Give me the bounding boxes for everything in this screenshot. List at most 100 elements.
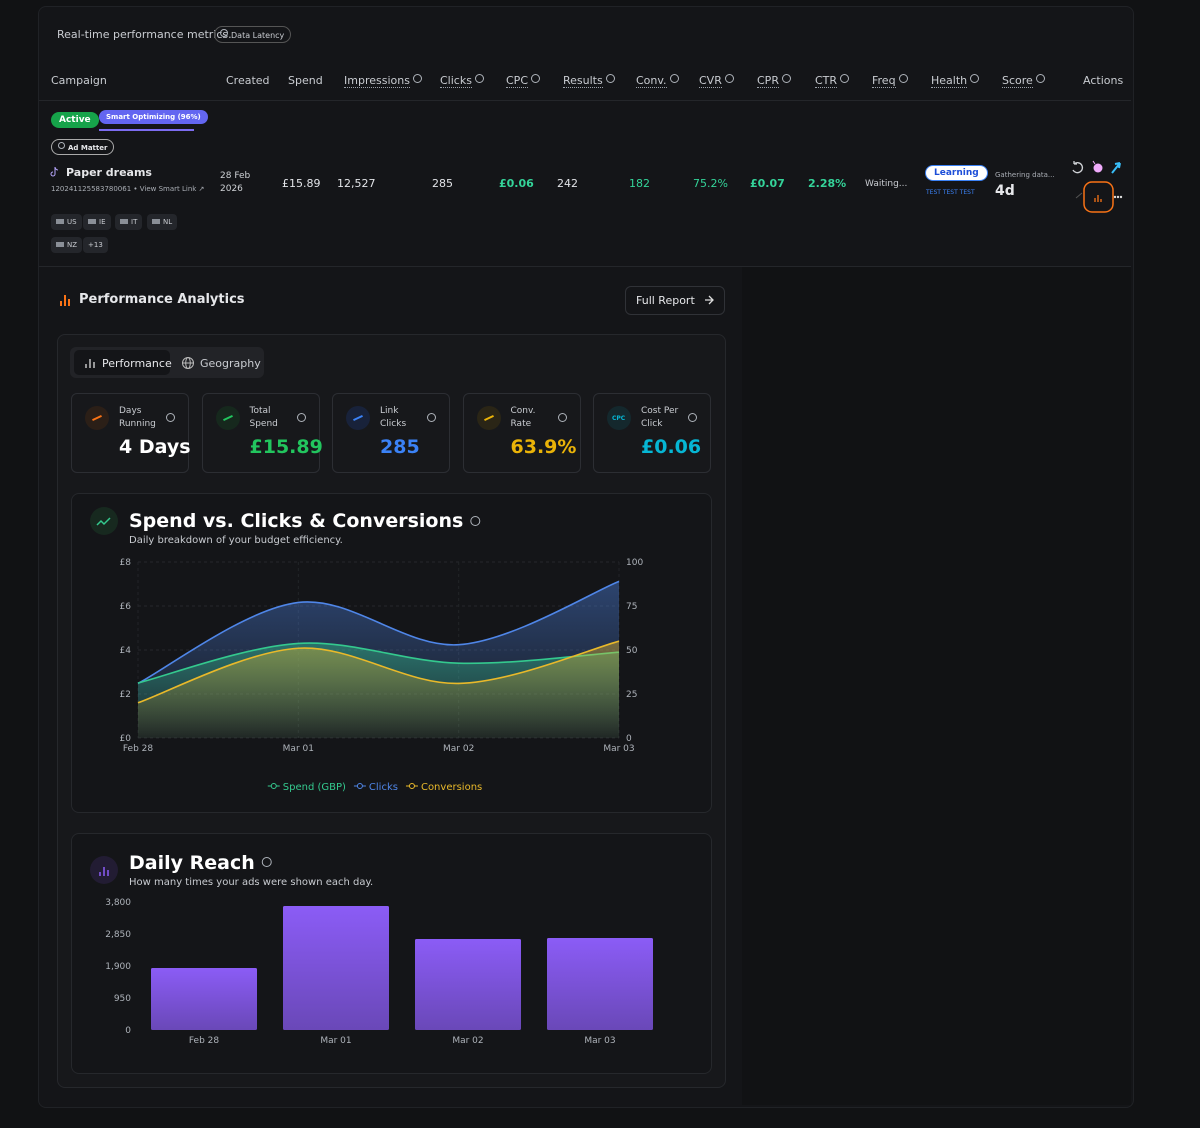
- impressions: 12,527: [337, 177, 376, 190]
- cvr: 75.2%: [693, 177, 728, 190]
- campaign-id[interactable]: 120241125583780061 • View Smart Link ↗: [51, 185, 205, 193]
- chart-card: [71, 833, 712, 1074]
- country: NL: [163, 218, 173, 226]
- chart-card: [71, 493, 712, 813]
- stat-card: [462, 393, 581, 473]
- tab[interactable]: Performance: [102, 357, 172, 370]
- country: NZ: [67, 241, 78, 249]
- country-chip: NL: [147, 214, 178, 230]
- header-text: Spend: [288, 74, 323, 87]
- spend: £15.89: [282, 177, 321, 190]
- stat-icon: [607, 406, 631, 430]
- country-chip: IT: [115, 214, 143, 230]
- header-text: Conv.: [636, 74, 667, 88]
- stat-label: Cost Per Click: [641, 406, 679, 429]
- tiktok-icon: [50, 166, 59, 177]
- full-report-button[interactable]: Full Report: [625, 286, 725, 315]
- stat-icon-text: CPC: [612, 415, 626, 422]
- country: +13: [88, 241, 103, 249]
- header-text: CTR: [815, 74, 838, 88]
- info-icon: [557, 413, 567, 422]
- divider: [39, 266, 1131, 267]
- column-header[interactable]: Freq: [872, 74, 908, 88]
- info-icon: [166, 413, 175, 422]
- country-chip: US: [51, 214, 82, 230]
- info-icon: [296, 413, 306, 422]
- tab-icon: [85, 359, 95, 368]
- stat-label: Link Clicks: [380, 406, 407, 429]
- health-note: TEST TEST TEST: [926, 189, 975, 196]
- header-text: Created: [226, 74, 270, 87]
- header-text: Freq: [872, 74, 896, 88]
- stat-value: 63.9%: [510, 436, 577, 458]
- country-chip: NZ: [51, 237, 83, 253]
- header-text: Results: [563, 74, 603, 88]
- country-chip: +13: [83, 237, 108, 253]
- header-text: Clicks: [440, 74, 472, 88]
- column-header: Campaign: [51, 74, 107, 87]
- progress: [99, 129, 194, 131]
- health-badge: Learning: [925, 165, 988, 181]
- side-area: [742, 267, 1131, 1105]
- stat-value: £15.89: [249, 436, 323, 458]
- stat-value: 4 Days: [119, 436, 191, 458]
- cpr: £0.07: [750, 177, 785, 190]
- stat-label: Conv. Rate: [510, 406, 536, 429]
- header-text: CVR: [699, 74, 722, 88]
- tab-icon: [182, 357, 194, 369]
- column-header[interactable]: CVR: [699, 74, 734, 88]
- score: 4d: [995, 183, 1015, 199]
- divider: [39, 100, 1131, 101]
- created: 28 Feb 2026: [220, 171, 251, 194]
- ctr: 2.28%: [808, 177, 847, 190]
- results: 242: [557, 177, 578, 190]
- column-header[interactable]: Impressions: [344, 74, 422, 88]
- cpc: £0.06: [499, 177, 534, 190]
- column-header: Created: [226, 74, 270, 87]
- column-header[interactable]: CPC: [506, 74, 540, 88]
- subtitle: Real-time performance metrics.: [57, 28, 232, 41]
- badge[interactable]: Data Latency: [214, 26, 292, 43]
- tab[interactable]: Geography: [200, 357, 261, 370]
- country: IE: [99, 218, 106, 226]
- column-header[interactable]: Clicks: [440, 74, 484, 88]
- account: Ad Matter: [68, 144, 108, 152]
- conversions: 182: [629, 177, 650, 190]
- column-header[interactable]: Results: [563, 74, 615, 88]
- badge-text: Data Latency: [231, 31, 285, 40]
- column-header[interactable]: CTR: [815, 74, 850, 88]
- country: IT: [131, 218, 138, 226]
- score-note: Gathering data...: [995, 171, 1055, 179]
- row-actions[interactable]: [1066, 158, 1130, 218]
- header-text: CPR: [757, 74, 779, 88]
- header-text: Campaign: [51, 74, 107, 87]
- campaign-name[interactable]: Paper dreams: [66, 166, 152, 179]
- column-header: Actions: [1083, 74, 1123, 87]
- column-header[interactable]: Health: [931, 74, 980, 88]
- stat-label: Total Spend: [249, 406, 278, 429]
- stat-value: 285: [380, 436, 420, 458]
- freq: Waiting...: [865, 179, 908, 189]
- stat-value: £0.06: [641, 436, 702, 458]
- header-text: Impressions: [344, 74, 410, 88]
- header-text: Actions: [1083, 74, 1124, 87]
- stat-card: [201, 393, 320, 473]
- country-chip: IE: [83, 214, 111, 230]
- status-badge: Active: [51, 112, 99, 128]
- header-text: CPC: [506, 74, 528, 88]
- header-text: Score: [1002, 74, 1033, 88]
- column-header[interactable]: Conv.: [636, 74, 679, 88]
- optimizing-badge: Smart Optimizing (96%): [99, 110, 208, 124]
- column-header[interactable]: CPR: [757, 74, 791, 88]
- clicks: 285: [432, 177, 453, 190]
- button-label: Full Report: [636, 294, 695, 307]
- info-icon: [427, 413, 436, 422]
- column-header: Spend: [288, 74, 323, 87]
- analytics-icon: [60, 295, 70, 306]
- column-header[interactable]: Score: [1002, 74, 1045, 88]
- info-icon: [688, 413, 697, 422]
- stat-label: Days Running: [119, 406, 156, 429]
- header-text: Health: [931, 74, 968, 88]
- account-badge: Ad Matter: [51, 139, 115, 155]
